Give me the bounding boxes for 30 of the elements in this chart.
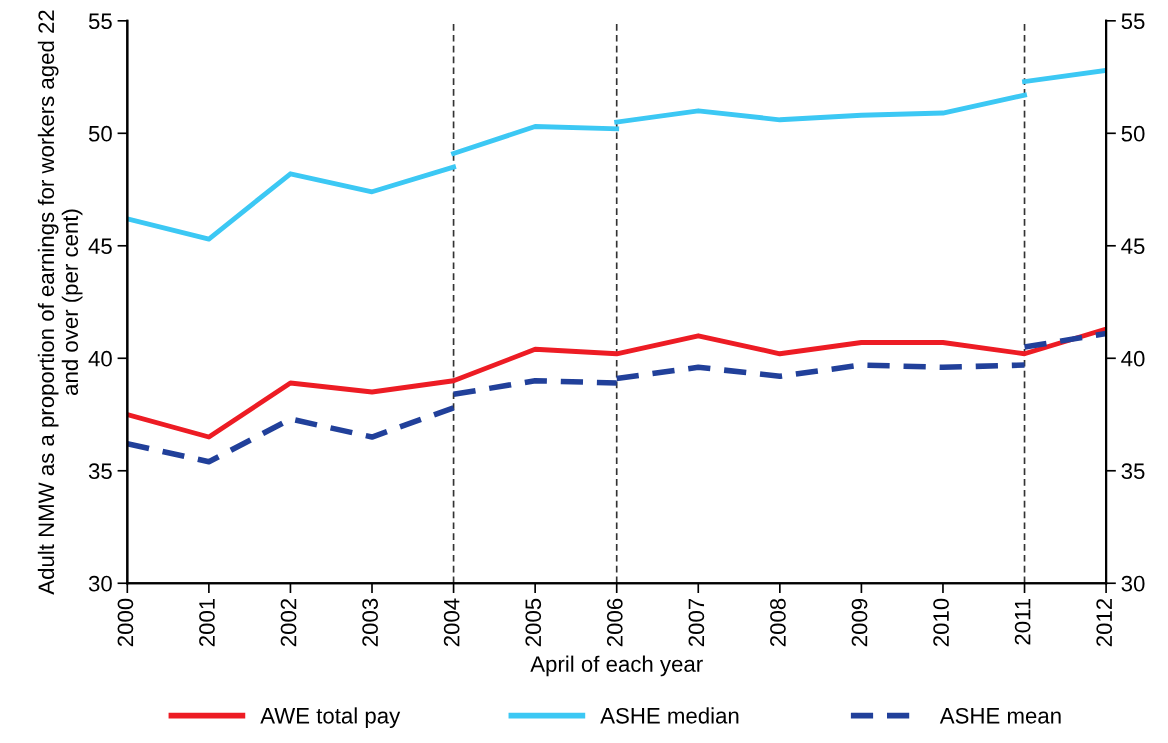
y2-tick-label: 35 — [1121, 463, 1145, 480]
legend-label: ASHE mean — [939, 707, 1061, 724]
legend-label: ASHE median — [600, 707, 739, 724]
x-tick-label: 2012 — [1096, 598, 1113, 647]
y2-tick-label: 50 — [1121, 125, 1145, 142]
y-tick-label: 40 — [88, 350, 112, 367]
y2-tick-label: 45 — [1121, 238, 1145, 255]
y-tick-label: 35 — [88, 463, 112, 480]
y2-tick-label: 30 — [1121, 575, 1145, 592]
x-tick-label: 2004 — [443, 598, 460, 647]
y-tick-label: 45 — [88, 238, 112, 255]
x-tick-label: 2002 — [280, 598, 297, 647]
x-axis-title: April of each year — [530, 655, 703, 677]
y-tick-label: 30 — [88, 575, 112, 592]
x-tick-label: 2000 — [117, 598, 134, 647]
y2-tick-label: 40 — [1121, 350, 1145, 367]
x-tick-label: 2001 — [199, 598, 215, 647]
y-tick-label: 50 — [88, 125, 112, 142]
x-tick-label: 2011 — [1014, 598, 1031, 645]
y-axis-title: Adult NMW as a proportion of earnings for workers aged 22 and over (per cent) — [37, 10, 83, 595]
x-tick-label: 2008 — [770, 598, 786, 647]
x-tick-label: 2006 — [606, 598, 623, 647]
x-tick-label: 2003 — [362, 598, 378, 647]
y-tick-label: 55 — [88, 13, 112, 30]
x-tick-label: 2007 — [688, 598, 705, 647]
x-tick-label: 2005 — [525, 598, 542, 647]
x-tick-label: 2009 — [851, 598, 868, 647]
x-tick-label: 2010 — [933, 598, 949, 647]
y2-tick-label: 55 — [1121, 13, 1145, 30]
legend-label: AWE total pay — [260, 707, 401, 729]
